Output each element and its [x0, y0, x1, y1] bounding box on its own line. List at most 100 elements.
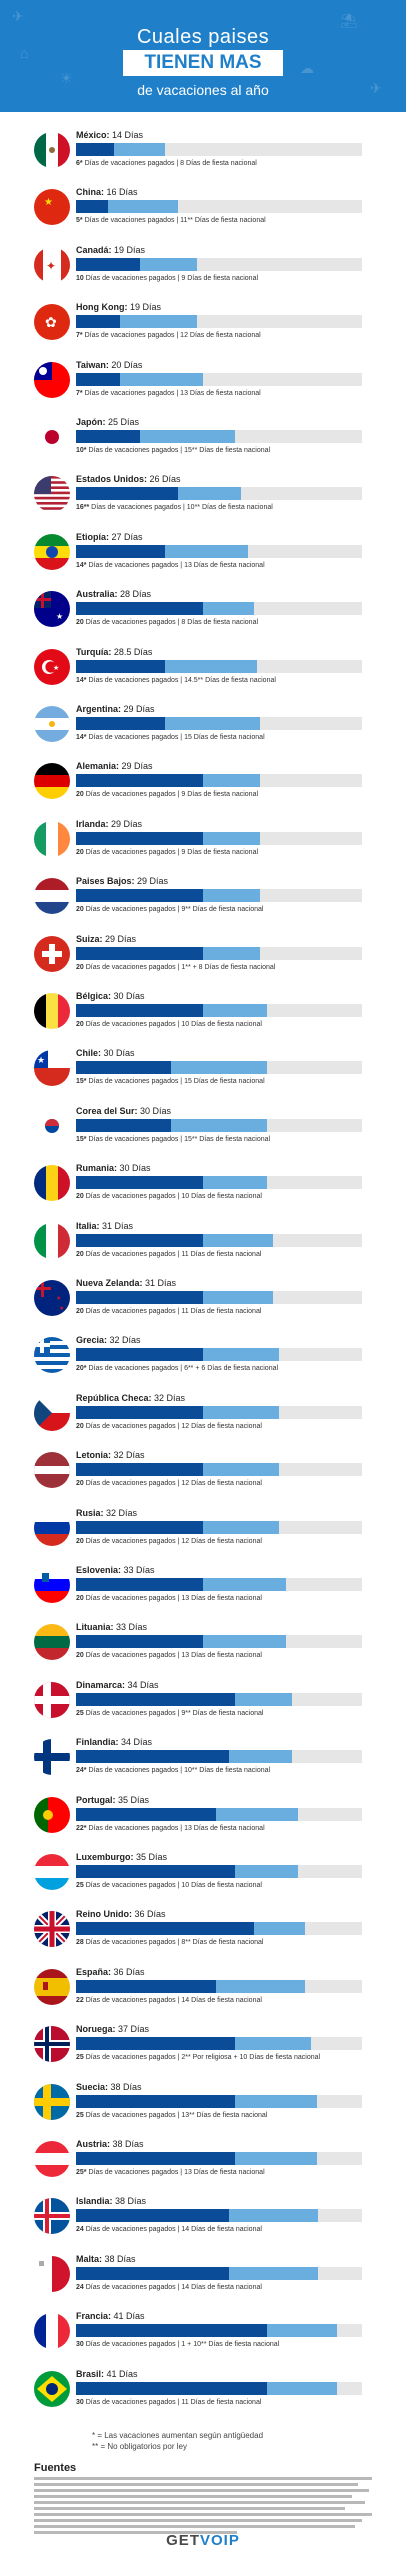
country-label: Chile: 30 Días — [76, 1048, 135, 1059]
country-label: Rumania: 30 Días — [76, 1163, 151, 1174]
breakdown-label: 20 Días de vacaciones pagados | 12 Días … — [76, 1422, 262, 1430]
breakdown-label: 20 Días de vacaciones pagados | 12 Días … — [76, 1537, 262, 1545]
bar-paid-vacation — [76, 1750, 229, 1764]
country-label: Islandia: 38 Días — [76, 2196, 147, 2207]
country-row: Grecia: 32 Días 20* Días de vacaciones pa… — [0, 1333, 406, 1387]
flag-turkey-icon: ★ — [34, 648, 70, 685]
bar-public-holidays — [164, 544, 248, 558]
bar-paid-vacation — [76, 143, 115, 156]
flag-czech-icon — [34, 1394, 70, 1431]
bar-paid-vacation — [76, 1865, 235, 1878]
bar-track — [76, 1118, 362, 1132]
breakdown-label: 25 Días de vacaciones pagados | 13** Día… — [76, 2111, 268, 2119]
svg-text:★: ★ — [56, 1295, 61, 1302]
svg-text:✦: ✦ — [46, 259, 56, 273]
breakdown-label: 20 Días de vacaciones pagados | 1** + 8 … — [76, 963, 276, 971]
bar-paid-vacation — [76, 1405, 204, 1419]
bar-track — [76, 487, 362, 501]
doodle-icon: ✈ — [12, 8, 24, 24]
bar-track — [76, 2381, 362, 2395]
bar-public-holidays — [164, 717, 261, 730]
bar-track — [76, 1463, 362, 1477]
bar-public-holidays — [203, 1291, 274, 1304]
bar-public-holidays — [203, 774, 261, 788]
country-label: Italia: 31 Días — [76, 1220, 134, 1231]
country-row: Irlanda: 29 Días 20 Días de vacaciones pa… — [0, 817, 406, 871]
bar-public-holidays — [253, 1922, 305, 1936]
flag-lithuania-icon — [34, 1624, 70, 1661]
breakdown-label: 20* Días de vacaciones pagados | 6** + 6… — [76, 1365, 279, 1373]
breakdown-label: 24 Días de vacaciones pagados | 14 Días … — [76, 2283, 262, 2291]
flag-argentina-icon — [34, 706, 70, 742]
country-row: Argentina: 29 Días 14* Días de vacaciones… — [0, 702, 406, 756]
country-row: México: 14 Días 6* Días de vacaciones pag… — [0, 128, 406, 182]
flag-ethiopia-icon — [34, 533, 70, 570]
country-row: Suiza: 29 Días 20 Días de vacaciones paga… — [0, 932, 406, 986]
bar-paid-vacation — [76, 1061, 172, 1075]
country-row: Dinamarca: 34 Días 25 Días de vacaciones … — [0, 1678, 406, 1732]
title-line-3: de vacaciones al año — [137, 82, 269, 98]
flag-finland-icon — [34, 1739, 70, 1776]
breakdown-label: 7* Días de vacaciones pagados | 12 Días … — [76, 332, 261, 340]
bar-track — [76, 831, 362, 845]
bar-paid-vacation — [76, 2381, 267, 2395]
bar-track — [76, 1405, 362, 1419]
breakdown-label: 5* Días de vacaciones pagados | 11** Día… — [76, 217, 266, 225]
bar-paid-vacation — [76, 544, 165, 558]
flag-austria-icon — [34, 2141, 70, 2177]
bar-paid-vacation — [76, 2152, 235, 2165]
country-label: Suecia: 38 Días — [76, 2081, 142, 2092]
header-banner: ✈ ☀ ⛱ ✈ ⌂ ☁ Cuales paises TIENEN MAS DIA… — [0, 0, 406, 112]
doodle-icon: ☀ — [60, 70, 73, 86]
bar-track — [76, 1520, 362, 1534]
country-row: ★ Chile: 30 Días 15* Días de vacaciones pa… — [0, 1046, 406, 1100]
bar-public-holidays — [234, 2037, 312, 2051]
bar-track — [76, 1176, 362, 1190]
bar-public-holidays — [228, 2209, 318, 2223]
breakdown-label: 24* Días de vacaciones pagados | 10** Dí… — [76, 1767, 271, 1775]
country-label: Irlanda: 29 Días — [76, 818, 143, 829]
bar-public-holidays — [215, 1979, 305, 1993]
country-label: República Checa: 32 Días — [76, 1392, 186, 1403]
bar-paid-vacation — [76, 2324, 267, 2338]
bar-track — [76, 774, 362, 788]
doodle-icon: ☁ — [300, 60, 314, 76]
bar-track — [76, 1578, 362, 1591]
country-label: Taiwan: 20 Días — [76, 359, 143, 370]
breakdown-label: 14* Días de vacaciones pagados | 15 Días… — [76, 734, 265, 741]
country-row: Brasil: 41 Días 30 Días de vacaciones pag… — [0, 2367, 406, 2421]
country-label: Bélgica: 30 Días — [76, 991, 145, 1001]
bar-paid-vacation — [76, 2037, 235, 2051]
breakdown-label: 20 Días de vacaciones pagados | 11 Días … — [76, 1308, 262, 1315]
country-label: Portugal: 35 Días — [76, 1794, 150, 1805]
bar-paid-vacation — [76, 889, 204, 903]
bar-track — [76, 659, 362, 673]
bar-public-holidays — [171, 1061, 267, 1075]
bar-public-holidays — [120, 315, 197, 329]
doodle-icon: ✈ — [370, 80, 382, 96]
country-row: Portugal: 35 Días 22* Días de vacaciones … — [0, 1793, 406, 1847]
country-row: Paises Bajos: 29 Días 20 Días de vacacion… — [0, 874, 406, 928]
bar-track — [76, 889, 362, 903]
country-row: Estados Unidos: 26 Días 16** Días de vaca… — [0, 472, 406, 526]
country-label: Dinamarca: 34 Días — [76, 1679, 159, 1690]
flag-china-icon: ★ — [34, 189, 70, 226]
bar-paid-vacation — [76, 315, 121, 329]
bar-paid-vacation — [76, 1176, 204, 1190]
breakdown-label: 20 Días de vacaciones pagados | 9** Días… — [76, 906, 264, 914]
bar-public-holidays — [203, 946, 261, 960]
bar-public-holidays — [266, 2324, 337, 2338]
bar-track — [76, 1635, 362, 1649]
bar-paid-vacation — [76, 1118, 172, 1132]
country-row: Francia: 41 Días 30 Días de vacaciones pa… — [0, 2309, 406, 2363]
country-row: ★ Australia: 28 Días 20 Días de vacaciones… — [0, 587, 406, 641]
country-label: Brasil: 41 Días — [76, 2368, 138, 2379]
country-label: Corea del Sur: 30 Días — [76, 1105, 172, 1116]
country-label: Eslovenia: 33 Días — [76, 1565, 155, 1575]
bar-track — [76, 257, 362, 271]
bar-public-holidays — [203, 1233, 274, 1247]
bar-track — [76, 2209, 362, 2223]
flag-romania-icon — [34, 1165, 70, 1202]
sources-heading: Fuentes — [34, 2462, 77, 2474]
breakdown-label: 10* Días de vacaciones pagados | 15** Dí… — [76, 447, 271, 454]
